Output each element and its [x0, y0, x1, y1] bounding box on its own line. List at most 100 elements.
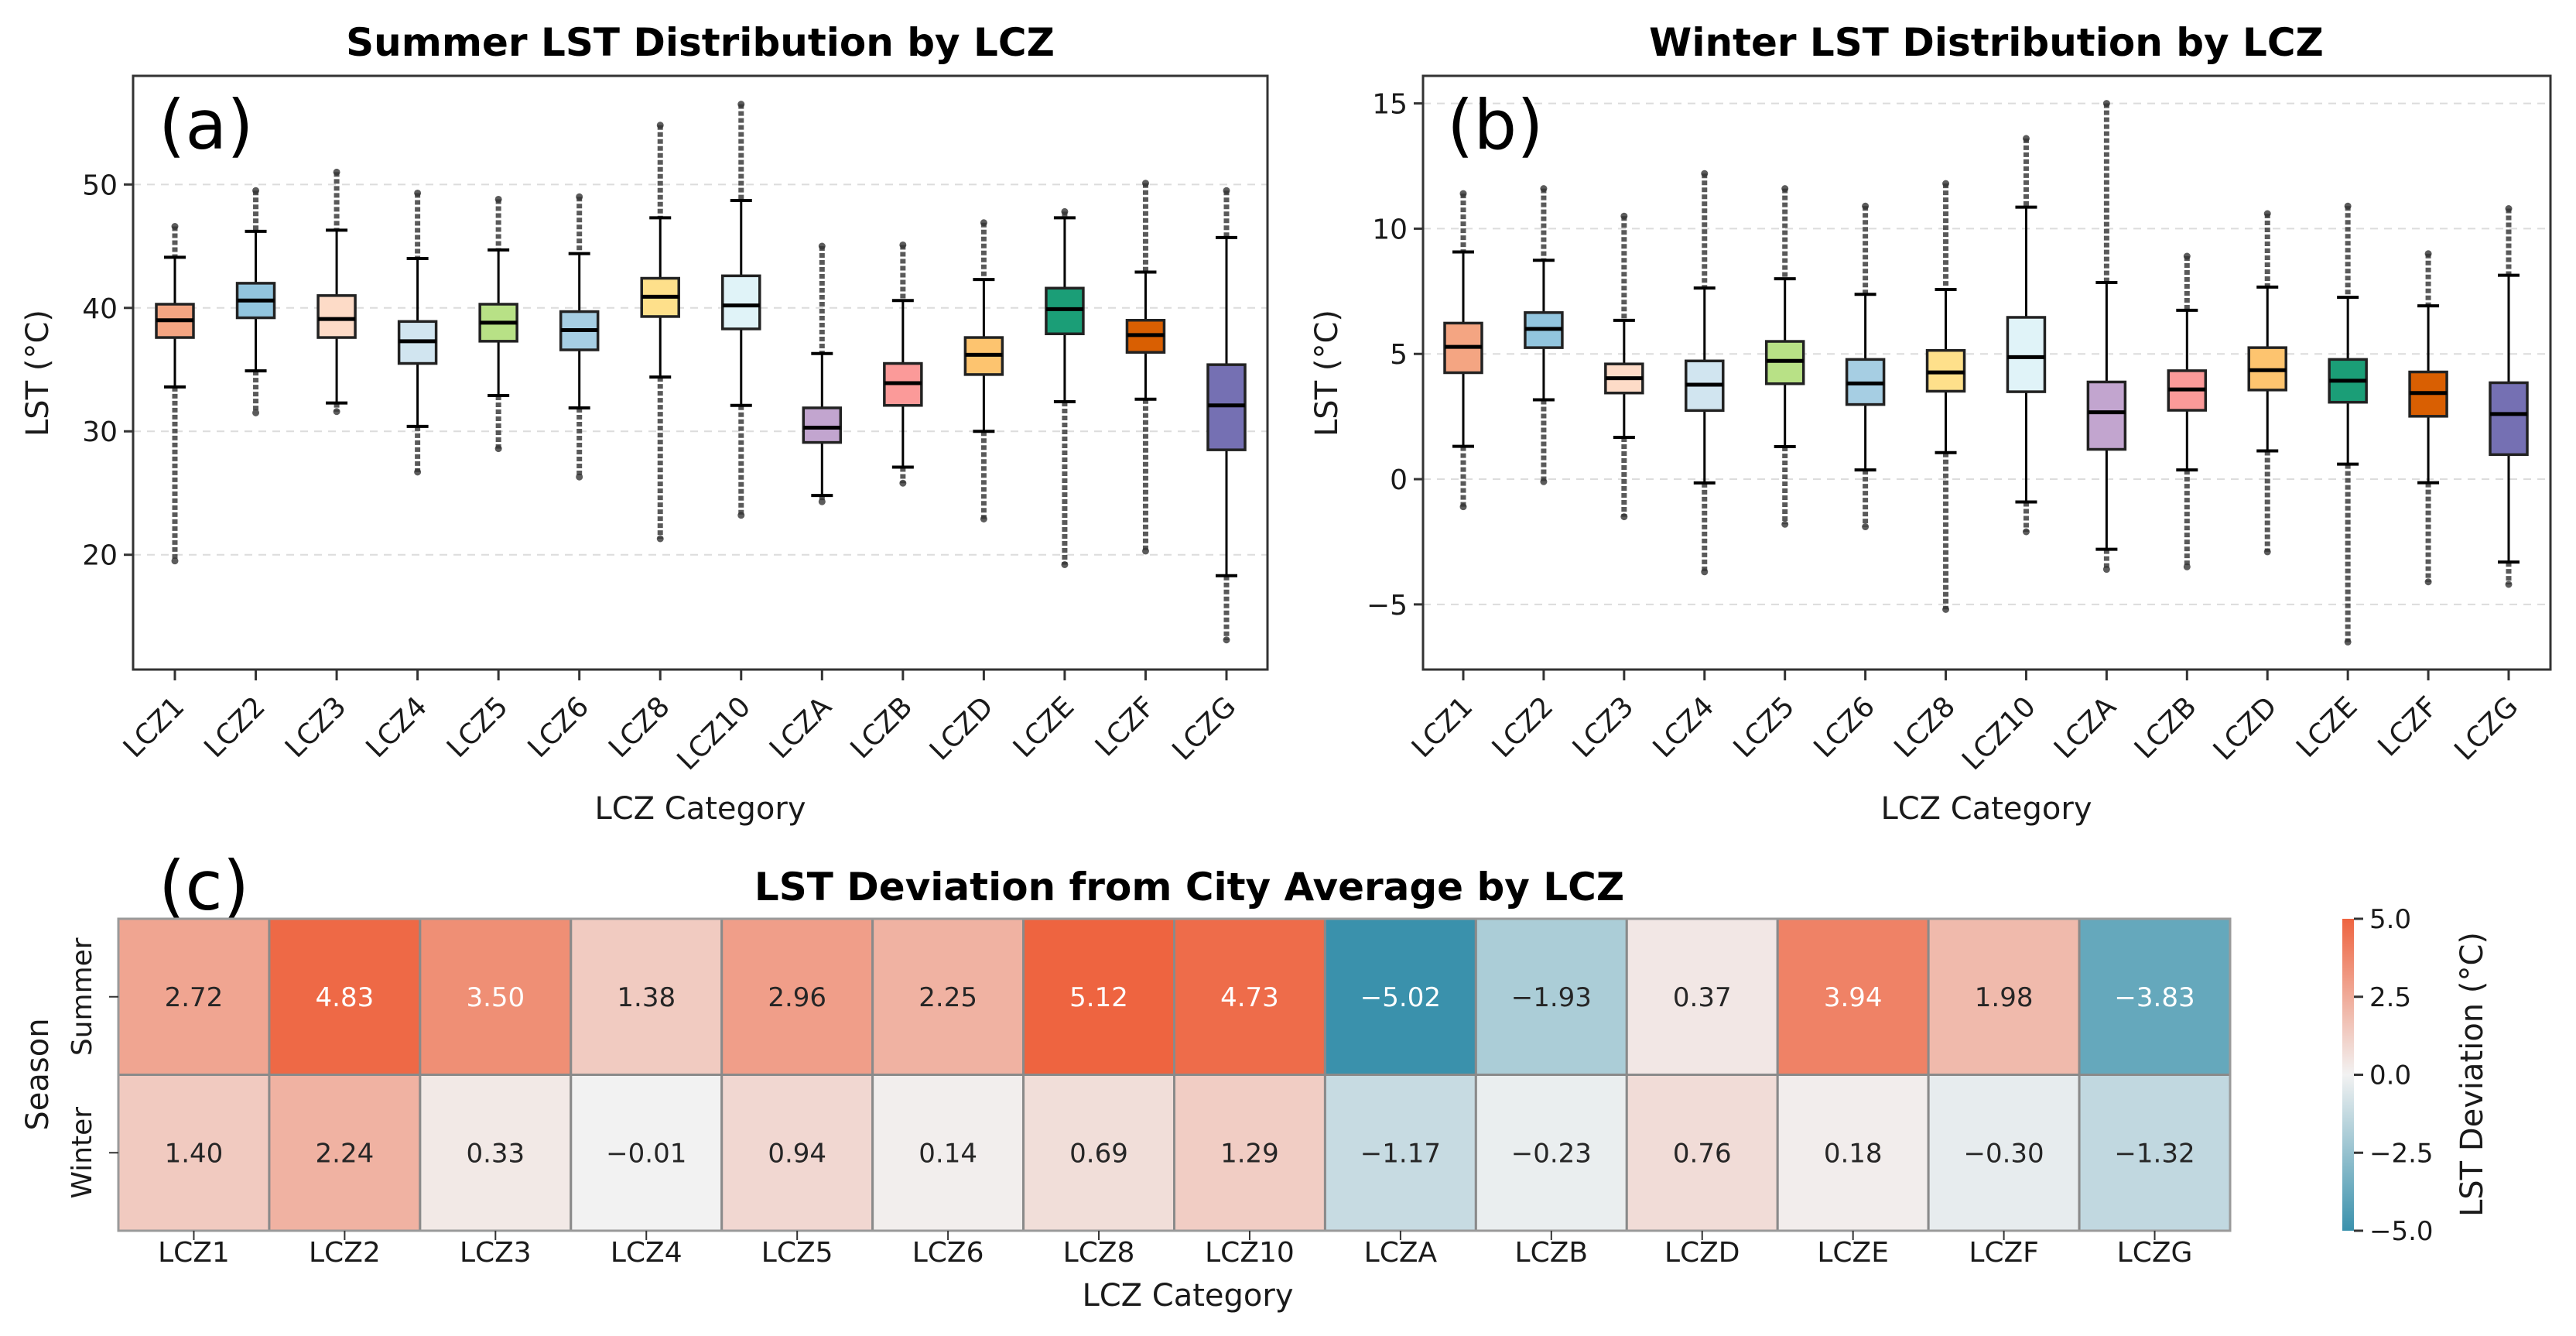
x-tick-label: LCZ1	[118, 690, 191, 764]
heatmap-cell-value: 2.72	[165, 982, 224, 1013]
outlier-point	[1701, 170, 1709, 177]
y-tick-label: 10	[1372, 214, 1408, 245]
heatmap-cell	[1927, 1074, 2081, 1232]
heatmap-cell	[2078, 1074, 2232, 1232]
heatmap-cell-value: 5.12	[1069, 982, 1128, 1013]
box-lcze	[1045, 207, 1085, 568]
outlier-point	[171, 557, 179, 565]
x-tick-label: LCZ5	[441, 690, 515, 764]
heatmap-cell	[1927, 917, 2081, 1076]
heatmap-cell	[1173, 917, 1326, 1076]
y-tick-label: 20	[82, 540, 118, 572]
winter-panel-label: (b)	[1447, 85, 1544, 165]
x-tick-label: LCZ1	[158, 1237, 230, 1269]
y-tick-label: Summer	[67, 937, 98, 1056]
outlier-point	[2263, 210, 2271, 218]
heatmap-x-ticks: LCZ1 LCZ2 LCZ3 LCZ4 LCZ5 LCZ6 LCZ8 LCZ10 LCZA LCZ…	[158, 1231, 2192, 1269]
heatmap-cell-value: −0.01	[606, 1138, 686, 1169]
box-lcz4	[1685, 170, 1725, 576]
x-tick-label: LCZF	[1969, 1237, 2039, 1269]
outlier-point	[1459, 503, 1467, 511]
x-tick-label: LCZ10	[671, 690, 757, 776]
colorbar-ticks: 5.0 2.5 0.0 −2.5 −5.0	[2354, 904, 2434, 1247]
x-tick-label: LCZ6	[1808, 690, 1881, 764]
x-tick-label: LCZ10	[1205, 1237, 1295, 1269]
x-tick-label: LCZG	[1166, 690, 1242, 766]
box-lczd	[2247, 210, 2287, 556]
x-tick-label: LCZE	[1817, 1237, 1889, 1269]
heatmap-cell-value: 3.94	[1824, 982, 1883, 1013]
heatmap-cell-value: 2.96	[768, 982, 826, 1013]
outlier-point	[171, 223, 179, 231]
x-tick-label: LCZ4	[360, 690, 433, 764]
winter-boxes	[1443, 100, 2529, 646]
outlier-point	[1620, 513, 1628, 521]
x-tick-label: LCZB	[2129, 690, 2203, 765]
heatmap-cell	[871, 1074, 1025, 1232]
box-lcza	[2086, 100, 2127, 574]
outlier-point	[1942, 605, 1950, 613]
outlier-point	[818, 498, 826, 505]
x-tick-label: LCZG	[2117, 1237, 2193, 1269]
heatmap-cell-value: 1.40	[165, 1138, 224, 1169]
outlier-point	[333, 408, 340, 416]
x-tick-label: LCZ3	[279, 690, 353, 764]
heatmap-cell	[1173, 1074, 1326, 1232]
heatmap-cell-value: 0.18	[1824, 1138, 1883, 1169]
heatmap-cell	[570, 1074, 724, 1232]
heatmap-cell-value: −5.02	[1360, 982, 1441, 1013]
box-lcz10	[721, 101, 761, 519]
outlier-point	[899, 241, 907, 248]
colorbar-label: LST Deviation (°C)	[2455, 932, 2490, 1217]
x-tick-label: LCZG	[2448, 690, 2524, 766]
heatmap-cell	[1474, 1074, 1628, 1232]
x-tick-label: LCZ2	[198, 690, 272, 764]
iqr-box	[316, 294, 357, 339]
summer-gridlines	[133, 183, 1267, 556]
outlier-point	[2344, 638, 2352, 646]
outlier-point	[1781, 520, 1789, 528]
outlier-point	[980, 219, 987, 227]
y-tick-label: Winter	[67, 1107, 98, 1199]
heatmap-cell-value: −1.93	[1511, 982, 1592, 1013]
x-tick-label: LCZB	[844, 690, 919, 765]
iqr-box	[2006, 316, 2047, 393]
outlier-point	[2102, 100, 2110, 108]
colorbar-tick-label: 0.0	[2369, 1060, 2411, 1091]
y-tick-label: 5	[1390, 339, 1408, 371]
box-lcz2	[235, 187, 276, 416]
outlier-point	[1781, 185, 1789, 193]
y-tick-label: 15	[1372, 89, 1408, 121]
box-lcz8	[640, 122, 680, 543]
x-tick-label: LCZ2	[1486, 690, 1560, 764]
x-tick-label: LCZD	[1664, 1237, 1740, 1269]
heatmap-cell	[117, 1074, 271, 1232]
outlier-point	[2263, 548, 2271, 556]
x-tick-label: LCZ4	[611, 1237, 682, 1269]
iqr-box	[721, 274, 761, 331]
heatmap-title: LST Deviation from City Average by LCZ	[754, 865, 1624, 910]
iqr-box	[2086, 380, 2127, 451]
heatmap-cell-value: 1.98	[1975, 982, 2034, 1013]
outlier-point	[576, 473, 583, 481]
outlier-point	[1540, 478, 1548, 485]
box-lcz4	[397, 189, 438, 476]
outlier-point	[656, 122, 664, 129]
heatmap-y-ticks: Summer Winter	[67, 937, 118, 1199]
outlier-point	[1223, 187, 1230, 194]
x-tick-label: LCZ4	[1647, 690, 1721, 764]
outlier-point	[1942, 180, 1950, 187]
x-tick-label: LCZ3	[460, 1237, 532, 1269]
outlier-point	[1862, 202, 1870, 210]
box-lcza	[802, 242, 843, 505]
heatmap-cell-value: 0.37	[1673, 982, 1732, 1013]
colorbar-tick-label: 2.5	[2369, 982, 2411, 1013]
summer-plot-frame	[132, 74, 1269, 671]
outlier-point	[2102, 566, 2110, 574]
outlier-point	[1061, 207, 1069, 215]
outlier-point	[980, 515, 987, 522]
heatmap-cell-value: −3.83	[2114, 982, 2195, 1013]
